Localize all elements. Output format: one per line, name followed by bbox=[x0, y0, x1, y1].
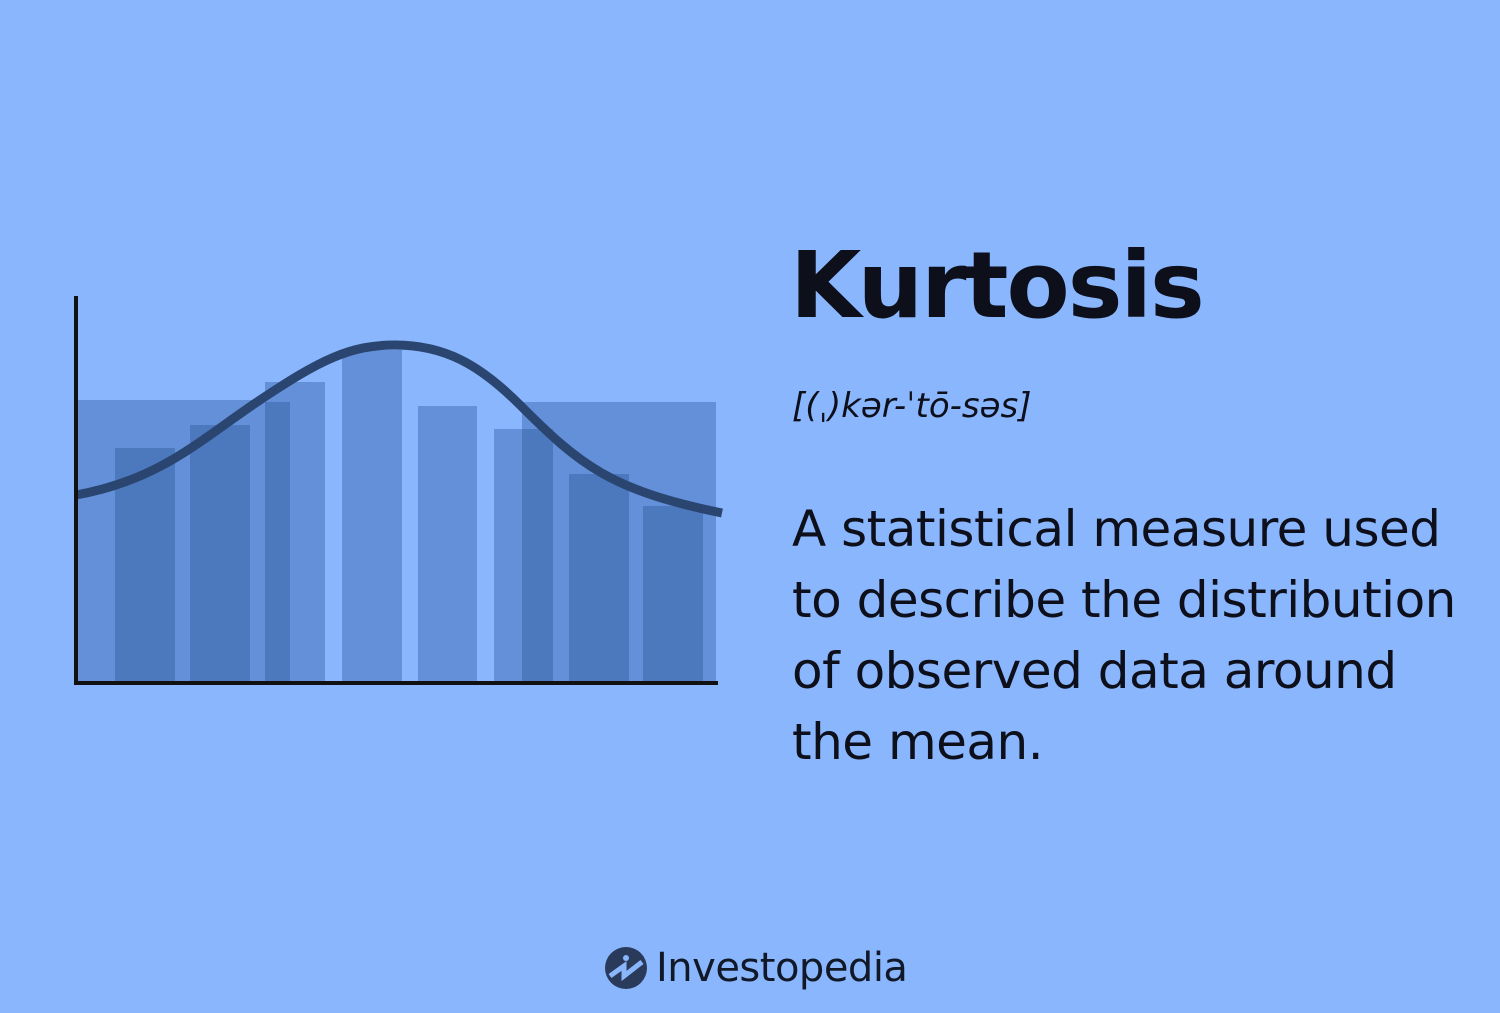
background-block-left bbox=[78, 400, 290, 683]
investopedia-logo-icon bbox=[605, 947, 647, 989]
brand-name: Investopedia bbox=[656, 945, 908, 991]
distribution-curve bbox=[75, 340, 723, 518]
pronunciation: [(ˌ)kər-ˈtō-səs] bbox=[792, 386, 1032, 426]
bar bbox=[115, 448, 175, 683]
histogram-illustration bbox=[74, 296, 723, 685]
bar-overlap bbox=[265, 402, 290, 683]
bar bbox=[418, 406, 477, 683]
bar bbox=[569, 474, 629, 683]
page-title: Kurtosis bbox=[790, 232, 1205, 339]
bar bbox=[342, 350, 402, 683]
bar-overlap bbox=[522, 429, 553, 683]
brand-logo: Investopedia bbox=[604, 945, 908, 991]
definition-text: A statistical measure used to describe t… bbox=[792, 500, 1456, 771]
bar bbox=[190, 425, 250, 683]
bar bbox=[643, 506, 703, 683]
